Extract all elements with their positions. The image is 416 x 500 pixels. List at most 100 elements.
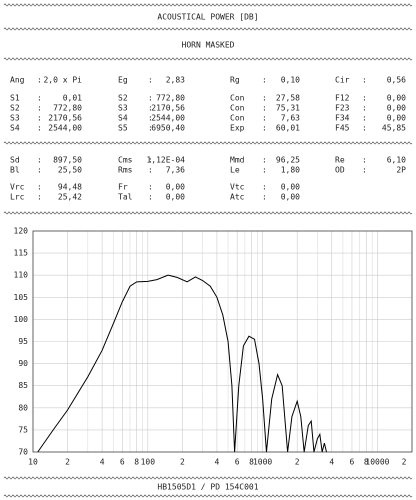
y-tick-label: 95: [18, 337, 28, 346]
x-tick-label: 2: [180, 458, 185, 467]
param-label: Rms: [118, 166, 133, 175]
x-tick-label: 100: [141, 458, 156, 467]
x-tick-label: 4: [329, 458, 334, 467]
param-label: Le: [230, 166, 240, 175]
separator: [3, 476, 413, 480]
param-label: S5: [118, 124, 128, 133]
param-value: 96,25: [276, 156, 300, 165]
param-label: S3: [118, 104, 128, 113]
colon: :: [262, 193, 267, 202]
param-value: 25,42: [58, 193, 82, 202]
param-value: 0,00: [281, 193, 300, 202]
separator: [3, 57, 413, 61]
param-label: Rg: [230, 76, 240, 85]
y-tick-label: 80: [18, 403, 28, 412]
y-tick-label: 100: [14, 315, 29, 324]
y-tick-label: 110: [14, 271, 29, 280]
colon: :: [262, 124, 267, 133]
x-tick-label: 10: [28, 458, 38, 467]
colon: :: [262, 156, 267, 165]
response-curve: [37, 274, 327, 453]
param-label: Tal: [118, 193, 133, 202]
colon: :: [362, 166, 367, 175]
param-value: 25,50: [58, 166, 82, 175]
param-value: 2P: [396, 166, 406, 175]
y-tick-label: 75: [18, 425, 28, 434]
separator: [3, 211, 413, 215]
param-label: Fr: [118, 183, 128, 192]
colon: :: [37, 76, 42, 85]
param-label: Con: [230, 114, 245, 123]
colon: :: [37, 94, 42, 103]
colon: :: [262, 183, 267, 192]
colon: :: [148, 104, 153, 113]
param-label: OD: [335, 166, 345, 175]
title: ACOUSTICAL POWER [DB]: [157, 13, 258, 22]
colon: :: [362, 114, 367, 123]
y-tick-label: 90: [18, 359, 28, 368]
colon: :: [148, 166, 153, 175]
x-tick-label: 4: [215, 458, 220, 467]
colon: :: [37, 114, 42, 123]
param-value: 6950,40: [151, 124, 185, 133]
param-label: Con: [230, 104, 245, 113]
param-label: F34: [335, 114, 350, 123]
param-value: 0,00: [281, 183, 300, 192]
x-tick-label: 2: [295, 458, 300, 467]
param-value: 0,00: [166, 183, 185, 192]
colon: :: [362, 76, 367, 85]
colon: :: [37, 104, 42, 113]
param-value: 6,10: [387, 156, 406, 165]
param-value: 2544,00: [48, 124, 82, 133]
param-label: Con: [230, 94, 245, 103]
colon: :: [362, 156, 367, 165]
param-label: Eg: [118, 76, 128, 85]
x-tick-label: 6: [350, 458, 355, 467]
colon: :: [148, 124, 153, 133]
colon: :: [148, 183, 153, 192]
y-tick-label: 70: [18, 448, 28, 457]
param-label: F45: [335, 124, 350, 133]
param-value: 7,36: [166, 166, 185, 175]
param-value: 897,50: [53, 156, 82, 165]
footer: HB1505D1 / PD 154C001: [157, 483, 258, 492]
y-tick-label: 115: [14, 249, 29, 258]
param-value: 0,01: [63, 94, 82, 103]
param-label: Mmd: [230, 156, 245, 165]
param-value: 0,56: [387, 76, 406, 85]
param-label: S2: [118, 94, 128, 103]
x-tick-label: 8: [364, 458, 369, 467]
param-value: 60,01: [276, 124, 300, 133]
separator: [3, 27, 413, 31]
param-label: S2: [10, 104, 20, 113]
param-label: Ang: [10, 76, 25, 85]
plot-frame: [32, 230, 413, 453]
param-value: 0,00: [387, 94, 406, 103]
colon: :: [148, 94, 153, 103]
param-label: Vrc: [10, 183, 25, 192]
colon: :: [37, 183, 42, 192]
y-tick-label: 120: [14, 227, 29, 236]
param-value: 2170,56: [48, 114, 82, 123]
colon: :: [37, 193, 42, 202]
x-tick-label: 2: [65, 458, 70, 467]
colon: :: [262, 166, 267, 175]
param-label: Vtc: [230, 183, 245, 192]
y-tick-label: 85: [18, 381, 28, 390]
x-tick-label: 6: [120, 458, 125, 467]
x-tick-label: 4: [100, 458, 105, 467]
x-tick-label: 2: [402, 458, 407, 467]
param-value: 75,31: [276, 104, 300, 113]
param-value: 2,0 x Pi: [43, 76, 82, 85]
colon: :: [262, 104, 267, 113]
param-value: 772,80: [53, 104, 82, 113]
x-tick-label: 10000: [365, 458, 389, 467]
colon: :: [148, 114, 153, 123]
param-value: 0,00: [387, 104, 406, 113]
param-value: 0,00: [166, 193, 185, 202]
x-tick-label: 1000: [253, 458, 272, 467]
param-value: 772,80: [156, 94, 185, 103]
colon: :: [37, 124, 42, 133]
param-label: Exp: [230, 124, 245, 133]
